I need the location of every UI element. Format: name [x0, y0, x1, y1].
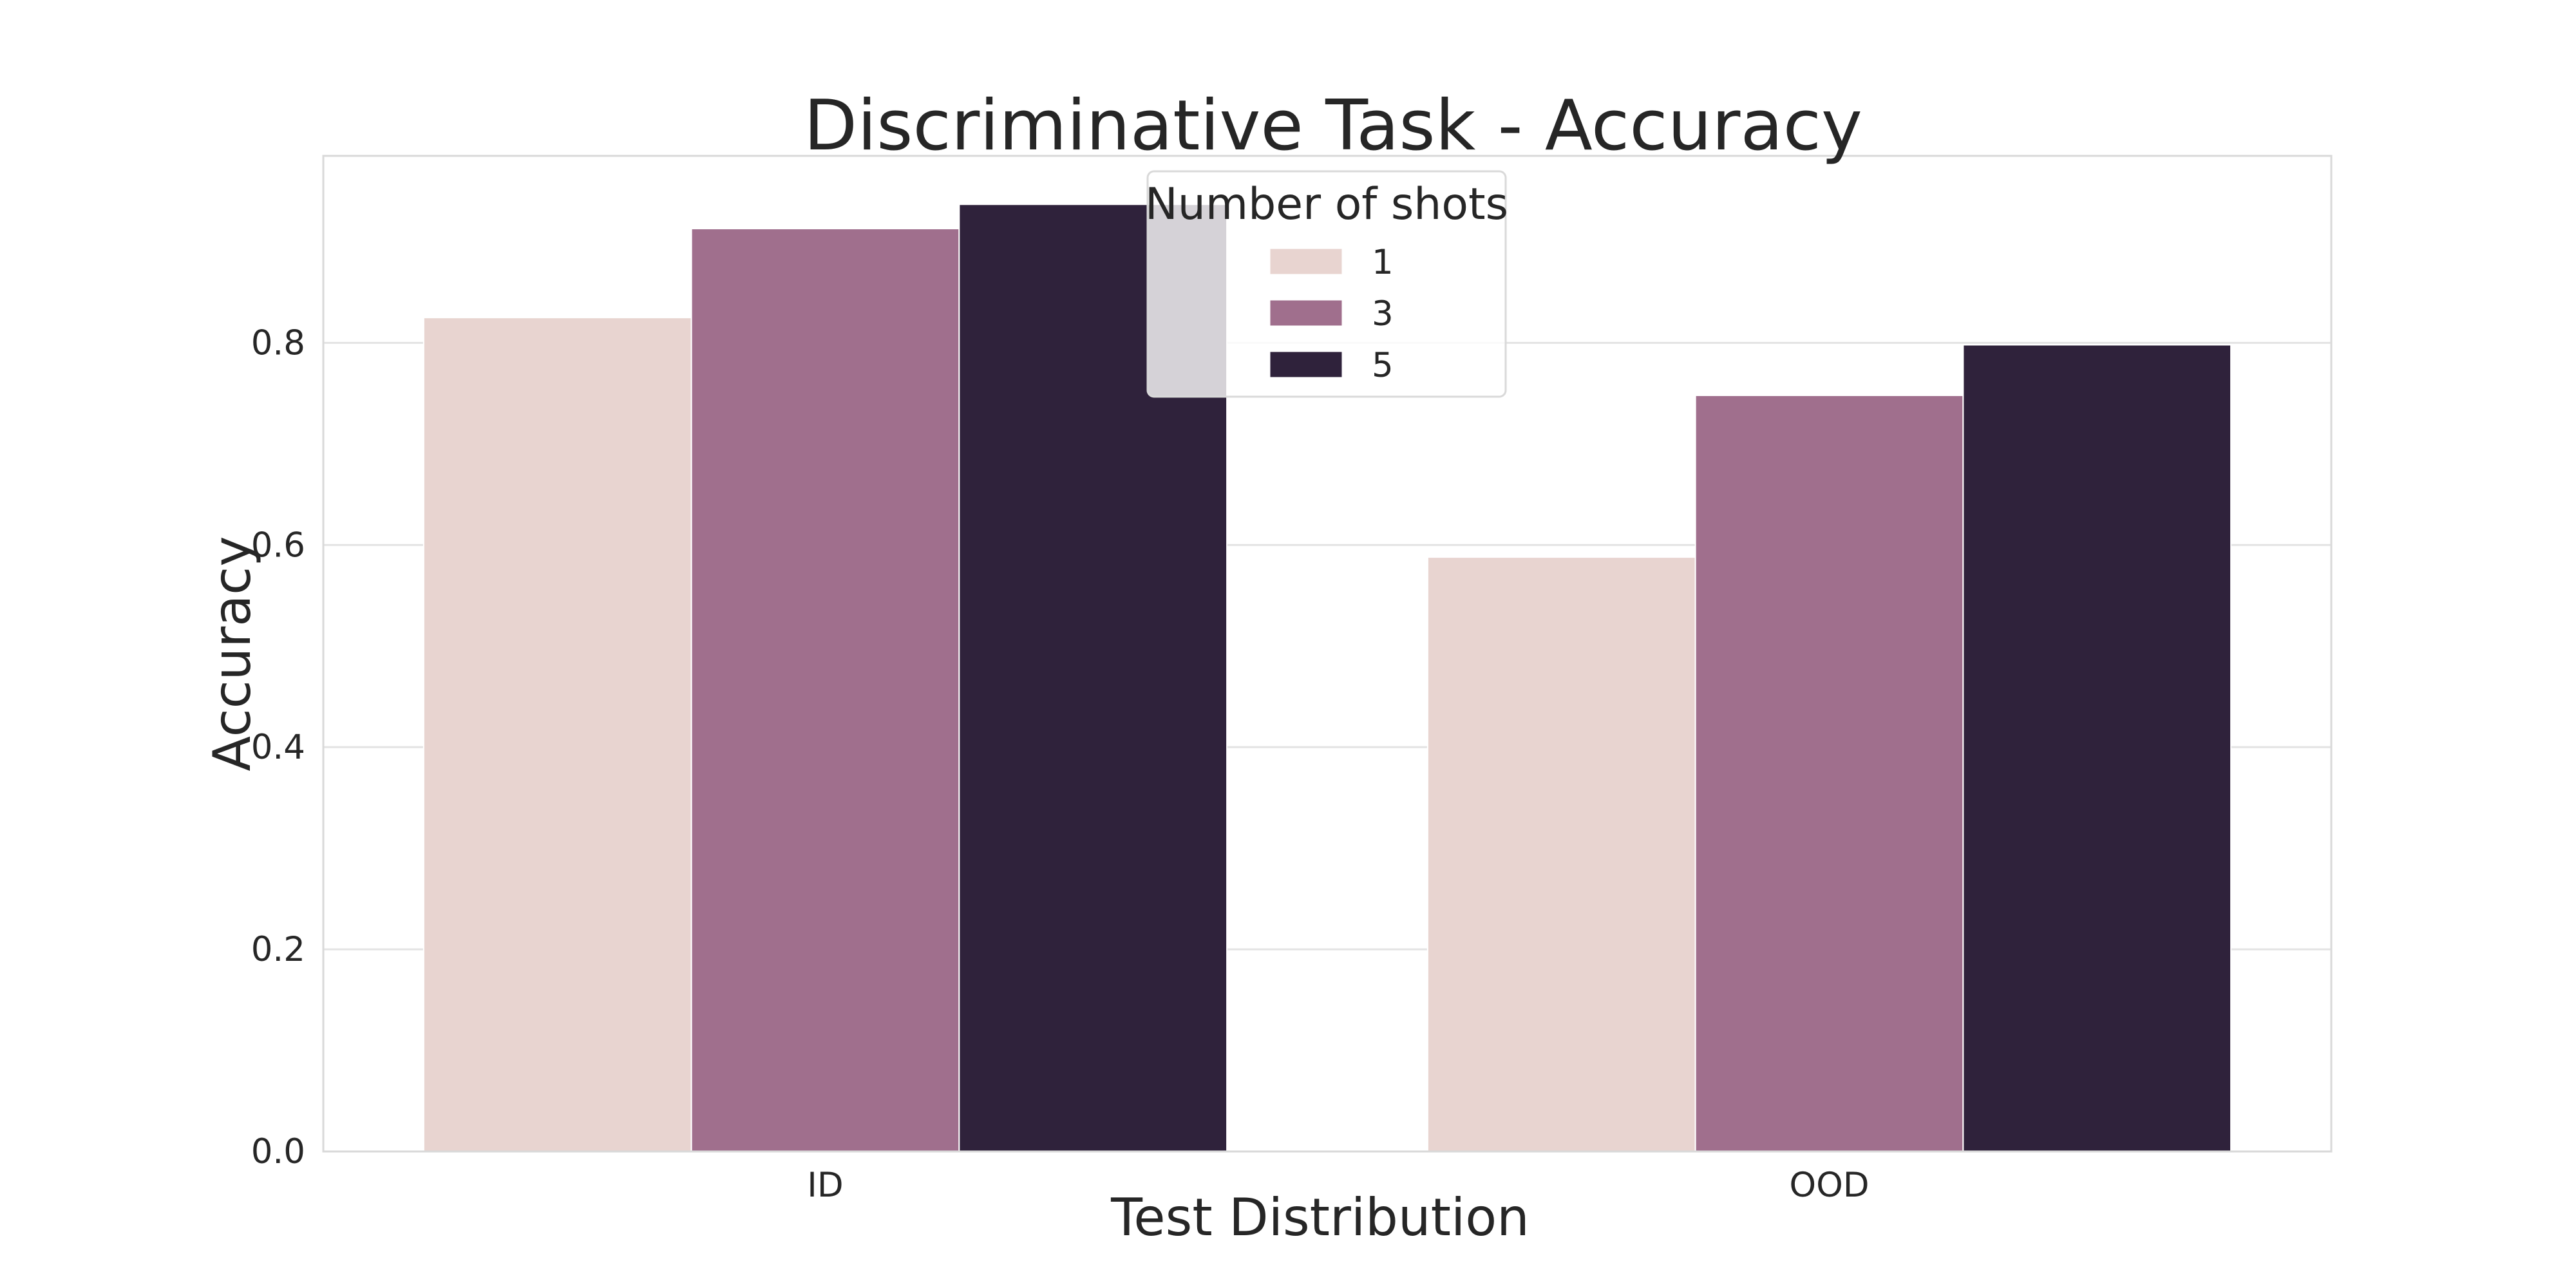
- bar-id-shots-3: [690, 228, 960, 1153]
- legend: Number of shots 1 3 5: [1145, 170, 1508, 398]
- x-tick-labels: ID OOD: [807, 1166, 1869, 1205]
- legend-swatch-shots-5: [1269, 351, 1343, 378]
- legend-swatch-shots-3: [1269, 299, 1343, 327]
- y-tick-label: 0.2: [251, 930, 305, 969]
- chart-title: Discriminative Task - Accuracy: [804, 86, 1862, 166]
- y-tick-label: 0.8: [251, 323, 305, 363]
- legend-label-shots-1: 1: [1372, 243, 1394, 282]
- legend-entries: 1 3 5: [1269, 243, 1394, 385]
- bar-ood-shots-1: [1426, 556, 1696, 1152]
- legend-box: [1146, 170, 1507, 398]
- y-tick-labels: 0.0 0.2 0.4 0.6 0.8: [251, 323, 305, 1171]
- legend-label-shots-5: 5: [1372, 346, 1394, 385]
- x-tick-label-ood: OOD: [1789, 1166, 1869, 1205]
- plot-frame: [322, 155, 2333, 1153]
- legend-title: Number of shots: [1145, 179, 1508, 230]
- x-axis-label: Test Distribution: [1110, 1188, 1530, 1247]
- y-axis-label: Accuracy: [202, 536, 262, 771]
- bar-ood-shots-3: [1694, 394, 1964, 1153]
- bar-ood-shots-5: [1962, 344, 2232, 1153]
- y-tick-label: 0.6: [251, 526, 305, 565]
- bars: [422, 204, 2232, 1153]
- bar-id-shots-1: [422, 317, 692, 1152]
- y-tick-label: 0.0: [251, 1132, 305, 1171]
- y-tick-label: 0.4: [251, 728, 305, 767]
- x-tick-label-id: ID: [807, 1166, 843, 1205]
- legend-swatch-shots-1: [1269, 248, 1343, 275]
- legend-label-shots-3: 3: [1372, 294, 1394, 334]
